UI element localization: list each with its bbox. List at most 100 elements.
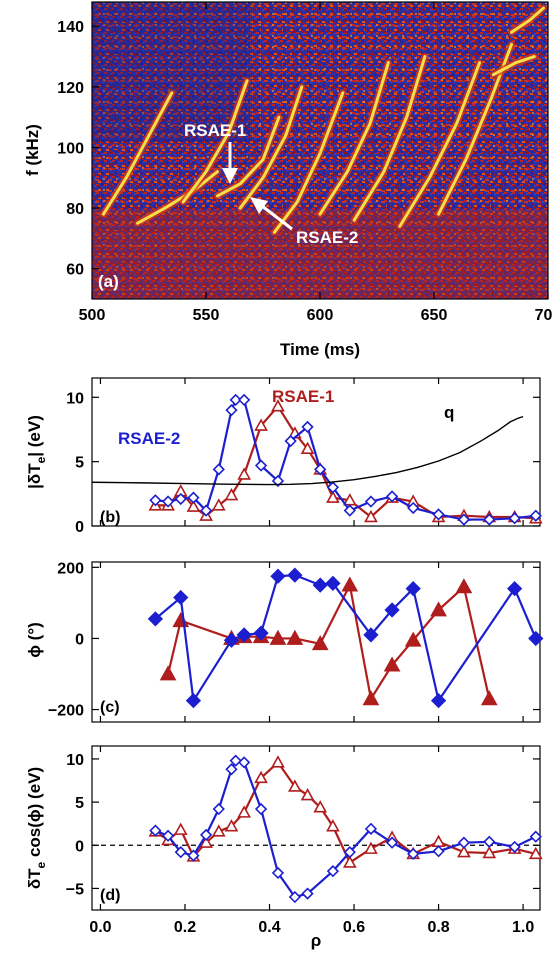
data-point-diamond [149, 494, 162, 507]
data-point-triangle [199, 835, 213, 848]
data-point-diamond [199, 828, 213, 842]
data-point-triangle [269, 629, 287, 645]
data-point-triangle [237, 805, 252, 818]
mode-trace [352, 55, 427, 222]
data-point-triangle [224, 487, 239, 501]
data-point-diamond [407, 501, 420, 515]
data-point-triangle [342, 855, 357, 868]
rho-tick-label: 0.0 [89, 919, 111, 936]
data-point-diamond [161, 829, 175, 842]
data-point-triangle [254, 418, 268, 431]
time-tick-label: 500 [79, 307, 106, 324]
data-point-diamond [187, 849, 200, 862]
data-point-diamond [483, 513, 496, 526]
projection-frame [91, 745, 541, 911]
data-point-diamond [223, 632, 240, 648]
time-tick-label: 700 [535, 307, 553, 324]
data-point-triangle [430, 601, 447, 617]
data-point-diamond [314, 463, 327, 476]
data-point-triangle [159, 665, 177, 681]
data-point-diamond [284, 434, 297, 448]
mode-trace [238, 85, 304, 210]
frequency-tick-label: 60 [66, 262, 84, 279]
spectrogram-panel: 500 550 600 650 700 60 80 100 120 140 RSAE-1 RSAE… [23, 1, 553, 359]
data-point-diamond [430, 693, 447, 709]
data-point-triangle [224, 819, 239, 832]
phase-series [147, 567, 544, 709]
rsae1-arrow-head [222, 168, 238, 184]
data-point-diamond [326, 481, 340, 494]
data-point-diamond [529, 830, 542, 843]
data-point-diamond [364, 495, 378, 508]
y-tick-label: 10 [66, 752, 84, 769]
data-point-diamond [343, 504, 356, 517]
data-point-triangle [482, 845, 497, 859]
frequency-axis-label: f (kHz) [23, 124, 42, 176]
data-point-diamond [405, 581, 421, 597]
data-point-triangle [364, 509, 378, 523]
y-tick-label: −200 [48, 703, 84, 720]
data-point-diamond [254, 802, 268, 816]
mode-trace [181, 79, 249, 204]
panel-c-label: (c) [100, 699, 120, 716]
rho-tick-label: 0.6 [343, 919, 365, 936]
data-point-diamond [225, 404, 238, 417]
data-point-diamond [483, 835, 496, 848]
data-point-triangle [528, 846, 543, 860]
data-point-diamond [301, 887, 314, 900]
data-point-diamond [385, 490, 399, 503]
data-point-diamond [236, 627, 252, 643]
rho-tick-label: 0.2 [174, 919, 196, 936]
rsae1-label-b: RSAE-1 [272, 387, 334, 406]
data-point-triangle [364, 841, 378, 854]
data-point-triangle [300, 441, 315, 454]
data-point-diamond [199, 504, 213, 517]
data-point-triangle [326, 819, 340, 832]
rsae2-label-b: RSAE-2 [118, 429, 180, 448]
panel-b-label: (b) [100, 509, 120, 526]
mode-trace [215, 115, 281, 198]
data-point-diamond [174, 846, 187, 859]
data-point-diamond [271, 474, 285, 488]
data-point-diamond [432, 508, 445, 521]
data-point-triangle [480, 690, 498, 706]
panel-a-label: (a) [98, 272, 119, 291]
data-point-triangle [455, 578, 473, 594]
data-point-diamond [187, 491, 200, 504]
y-tick-label: −5 [66, 881, 84, 898]
frequency-tick-label: 140 [57, 19, 84, 36]
data-point-triangle [326, 490, 340, 503]
series-line [91, 415, 524, 486]
data-point-diamond [508, 512, 521, 525]
data-point-diamond [271, 866, 285, 880]
data-point-diamond [385, 836, 399, 849]
time-tick-label: 550 [193, 307, 220, 324]
data-point-diamond [325, 575, 341, 591]
time-tick-label: 600 [307, 307, 334, 324]
phase-axes: −200 0 200 [48, 560, 540, 722]
rho-axis-label: ρ [311, 931, 322, 950]
data-point-diamond [457, 513, 471, 526]
mode-trace [136, 170, 219, 225]
mode-traces [99, 4, 547, 236]
data-point-triangle [186, 499, 201, 512]
data-point-diamond [457, 836, 471, 849]
data-point-diamond [173, 589, 189, 606]
data-point-triangle [341, 576, 359, 592]
time-axis-label: Time (ms) [280, 340, 360, 359]
data-point-triangle [173, 822, 188, 835]
spectrogram-dark-region [92, 2, 252, 142]
rsae2-arrow [261, 204, 293, 231]
data-point-diamond [529, 509, 542, 522]
data-point-triangle [300, 788, 315, 801]
data-point-diamond [253, 625, 269, 641]
data-point-triangle [271, 399, 285, 412]
phase-panel: −200 0 200 (c) ϕ (°) [25, 560, 544, 723]
rho-tick-label: 0.8 [427, 919, 449, 936]
data-point-triangle [237, 467, 252, 480]
data-point-diamond [174, 492, 187, 506]
y-tick-label: 5 [75, 455, 84, 472]
data-point-diamond [326, 865, 340, 878]
data-point-diamond [254, 459, 268, 472]
